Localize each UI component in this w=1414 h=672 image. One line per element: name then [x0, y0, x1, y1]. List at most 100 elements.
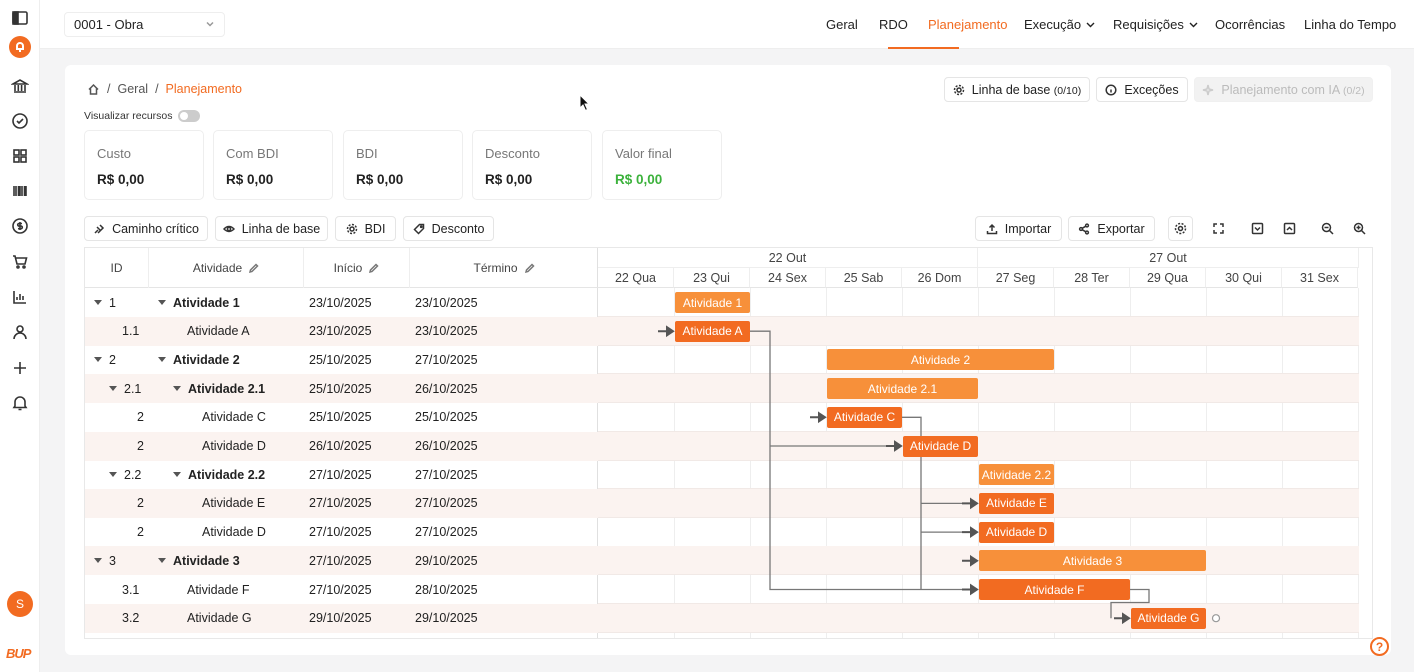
caret-down-icon[interactable] [94, 300, 102, 305]
nav-planejamento[interactable]: Planejamento [928, 17, 1008, 32]
caret-down-icon[interactable] [94, 558, 102, 564]
caret-down-icon[interactable] [158, 558, 166, 564]
avatar[interactable]: S [7, 591, 33, 617]
nav-ocorrencias[interactable]: Ocorrências [1215, 17, 1285, 32]
caret-down-icon[interactable] [158, 300, 166, 305]
nav-execucao[interactable]: Execução [1024, 17, 1096, 32]
caret-down-icon[interactable] [173, 472, 181, 478]
table-row[interactable]: 2 Atividade E 27/10/2025 27/10/2025 [85, 488, 598, 518]
row-end[interactable]: 27/10/2025 [415, 467, 478, 482]
row-end[interactable]: 27/10/2025 [415, 525, 478, 540]
table-row[interactable]: 2.2 Atividade 2.2 27/10/2025 27/10/2025 [85, 460, 598, 489]
sidebar-toggle-icon[interactable] [8, 6, 32, 30]
table-row[interactable]: 1.1 Atividade A 23/10/2025 23/10/2025 [85, 316, 598, 346]
bell-icon[interactable] [9, 36, 31, 58]
col-start[interactable]: Início [304, 248, 410, 288]
table-row[interactable]: 2 Atividade 2 25/10/2025 27/10/2025 [85, 345, 598, 374]
row-start[interactable]: 27/10/2025 [309, 496, 372, 511]
grid-icon[interactable] [8, 144, 32, 168]
nav-rdo[interactable]: RDO [879, 17, 908, 32]
col-id[interactable]: ID [85, 248, 149, 288]
collapse-all-button[interactable] [1277, 216, 1302, 241]
row-start[interactable]: 29/10/2025 [309, 611, 372, 626]
notification-icon[interactable] [8, 391, 32, 415]
plus-icon[interactable] [8, 356, 32, 380]
row-end[interactable]: 26/10/2025 [415, 439, 478, 453]
import-button[interactable]: Importar [975, 216, 1062, 241]
zoom-in-button[interactable] [1347, 216, 1372, 241]
bank-icon[interactable] [8, 74, 32, 98]
bdi-button[interactable]: BDI [335, 216, 396, 241]
row-start[interactable]: 25/10/2025 [309, 410, 372, 425]
discount-button[interactable]: Desconto [403, 216, 494, 241]
gantt-bar[interactable]: Atividade D [979, 521, 1054, 543]
user-icon[interactable] [8, 320, 32, 344]
nav-requisicoes[interactable]: Requisições [1113, 17, 1199, 32]
row-start[interactable]: 25/10/2025 [309, 381, 372, 396]
baseline-button[interactable]: Linha de base [215, 216, 328, 241]
row-start[interactable]: 27/10/2025 [309, 582, 372, 597]
row-end[interactable]: 23/10/2025 [415, 324, 478, 339]
dollar-icon[interactable] [8, 214, 32, 238]
row-end[interactable]: 26/10/2025 [415, 381, 478, 396]
gantt-bar[interactable]: Atividade 1 [675, 292, 750, 313]
export-button[interactable]: Exportar [1068, 216, 1155, 241]
row-end[interactable]: 29/10/2025 [415, 611, 478, 626]
baseline-count-button[interactable]: Linha de base (0/10) [944, 77, 1090, 102]
row-start[interactable]: 25/10/2025 [309, 352, 372, 367]
row-start[interactable]: 23/10/2025 [309, 295, 372, 310]
exceptions-button[interactable]: Exceções [1096, 77, 1188, 102]
check-circle-icon[interactable] [8, 109, 32, 133]
row-start[interactable]: 27/10/2025 [309, 467, 372, 482]
table-row[interactable]: 2 Atividade D 27/10/2025 27/10/2025 [85, 518, 598, 547]
critical-path-button[interactable]: Caminho crítico [84, 216, 208, 241]
row-start[interactable]: 27/10/2025 [309, 553, 372, 568]
row-end[interactable]: 28/10/2025 [415, 582, 478, 597]
table-row[interactable]: 1 Atividade 1 23/10/2025 23/10/2025 [85, 288, 598, 317]
table-row[interactable]: 2 Atividade D 26/10/2025 26/10/2025 [85, 431, 598, 461]
home-icon[interactable] [87, 83, 100, 96]
table-row[interactable]: 3.2 Atividade G 29/10/2025 29/10/2025 [85, 603, 598, 633]
gantt-bar[interactable]: Atividade A [675, 320, 750, 342]
gantt-bar[interactable]: Atividade E [979, 492, 1054, 514]
gantt-bar[interactable]: Atividade 2.1 [827, 378, 978, 400]
row-end[interactable]: 27/10/2025 [415, 352, 478, 367]
nav-geral[interactable]: Geral [826, 17, 858, 32]
col-end[interactable]: Término [410, 248, 598, 288]
col-activity[interactable]: Atividade [149, 248, 304, 288]
row-start[interactable]: 27/10/2025 [309, 525, 372, 540]
settings-button[interactable] [1168, 216, 1193, 241]
row-end[interactable]: 25/10/2025 [415, 410, 478, 425]
caret-down-icon[interactable] [158, 357, 166, 363]
row-end[interactable]: 29/10/2025 [415, 553, 478, 568]
row-start[interactable]: 23/10/2025 [309, 324, 372, 339]
caret-down-icon[interactable] [94, 357, 102, 363]
row-end[interactable]: 23/10/2025 [415, 295, 478, 310]
table-row[interactable]: 2 Atividade C 25/10/2025 25/10/2025 [85, 403, 598, 432]
table-row[interactable]: 3 Atividade 3 27/10/2025 29/10/2025 [85, 546, 598, 576]
breadcrumb-geral[interactable]: Geral [117, 82, 149, 96]
help-button[interactable]: ? [1370, 637, 1389, 656]
gantt-bar[interactable]: Atividade D [903, 435, 978, 457]
caret-down-icon[interactable] [173, 386, 181, 392]
project-select[interactable]: 0001 - Obra [64, 12, 225, 37]
caret-down-icon[interactable] [109, 386, 117, 392]
gantt-bar[interactable]: Atividade G [1131, 607, 1206, 629]
nav-linha-do-tempo[interactable]: Linha do Tempo [1304, 17, 1396, 32]
barcode-icon[interactable] [8, 179, 32, 203]
gantt-bar[interactable]: Atividade 2 [827, 349, 1054, 371]
table-row[interactable]: 2.1 Atividade 2.1 25/10/2025 26/10/2025 [85, 374, 598, 404]
gantt-bar[interactable]: Atividade F [979, 579, 1130, 600]
zoom-out-button[interactable] [1315, 216, 1340, 241]
gantt-bar[interactable]: Atividade 2.2 [979, 464, 1054, 486]
fullscreen-button[interactable] [1206, 216, 1231, 241]
expand-all-button[interactable] [1245, 216, 1270, 241]
ai-planning-button[interactable]: Planejamento com IA (0/2) [1194, 77, 1373, 102]
gantt-bar[interactable]: Atividade C [827, 406, 902, 428]
resources-toggle[interactable] [178, 110, 200, 122]
table-row[interactable]: 3.1 Atividade F 27/10/2025 28/10/2025 [85, 575, 598, 604]
bar-chart-icon[interactable] [8, 285, 32, 309]
cart-icon[interactable] [8, 250, 32, 274]
row-end[interactable]: 27/10/2025 [415, 496, 478, 511]
row-start[interactable]: 26/10/2025 [309, 439, 372, 453]
